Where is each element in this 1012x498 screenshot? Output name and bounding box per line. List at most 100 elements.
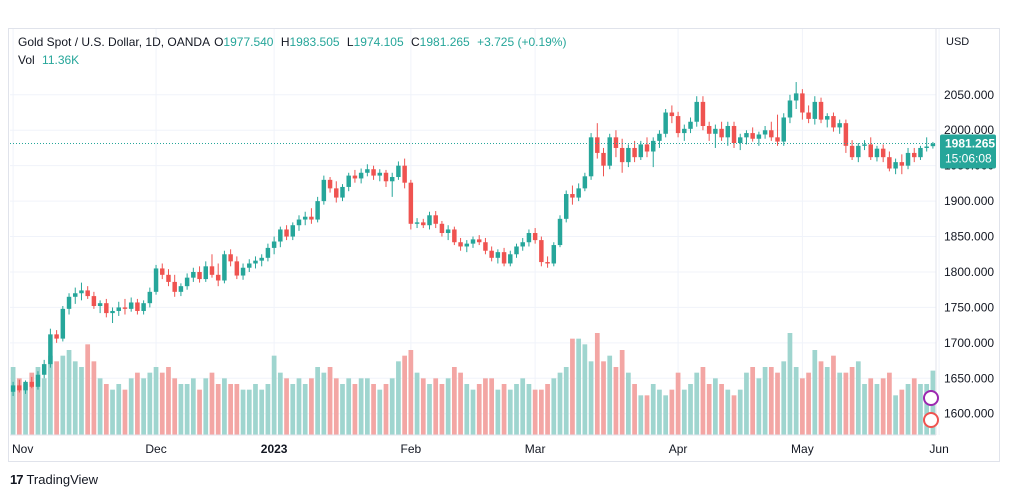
volume-bar (638, 395, 644, 435)
candle-body (787, 100, 793, 118)
candle-body (464, 243, 470, 247)
candle-body (452, 229, 457, 243)
volume-bar (731, 395, 737, 435)
candle-body (849, 145, 855, 158)
candle-body (265, 247, 271, 258)
candle-body (874, 148, 880, 158)
candle-body (769, 130, 774, 138)
candle-body (203, 266, 209, 280)
chart-svg[interactable]: USD 1600.000 1650.000 1700.000 1750.000 1800.… (0, 0, 1012, 466)
candle-body (551, 245, 557, 264)
volume-bar (899, 389, 905, 435)
volume-bar (141, 378, 146, 435)
volume-bar (340, 384, 345, 435)
volume-bar (309, 378, 314, 435)
candle-body (222, 254, 227, 281)
volume-bar (837, 372, 843, 435)
candle-body (688, 121, 693, 129)
volume-bar (23, 384, 28, 435)
volume-bar (128, 378, 134, 435)
volume-bar (800, 378, 805, 435)
volume-bar (290, 384, 296, 435)
time-tick-label: Jun (929, 442, 948, 456)
volume-bar (588, 361, 594, 435)
low-value: 1974.105 (353, 35, 404, 49)
candle-body (539, 240, 544, 263)
volume-bar (545, 384, 550, 435)
volume-bar (383, 384, 389, 435)
candle-body (644, 144, 650, 152)
candle-body (309, 216, 314, 220)
price-tick-label: 1650.000 (944, 371, 994, 385)
volume-bar (787, 333, 793, 435)
candle-body (781, 117, 786, 142)
candle-body (508, 254, 513, 264)
candle-body (495, 252, 501, 258)
candle-body (812, 101, 818, 119)
candle-body (402, 165, 407, 183)
volume-bar (849, 367, 855, 435)
tradingview-footer[interactable]: 17 TradingView (10, 472, 98, 487)
candle-body (557, 218, 563, 246)
candle-body (905, 152, 911, 166)
volume-bar (389, 378, 395, 435)
volume-bar (228, 384, 233, 435)
volume-bar (526, 384, 532, 435)
volume-bar (346, 378, 352, 435)
candle-body (122, 307, 128, 309)
candle-body (700, 101, 706, 126)
volume-bar (924, 384, 930, 435)
volume-bar (215, 384, 221, 435)
volume-bar (427, 384, 432, 435)
volume-bar (277, 372, 283, 435)
candle-body (66, 296, 72, 309)
candle-body (153, 268, 159, 292)
candle-body (595, 137, 600, 153)
volume-bar (66, 350, 72, 435)
candle-body (750, 133, 755, 139)
candle-body (570, 194, 575, 198)
candle-body (663, 112, 668, 134)
candle-body (899, 162, 905, 166)
candle-body (713, 128, 718, 134)
volume-bar (296, 378, 302, 435)
candle-body (607, 137, 612, 166)
time-tick-label: Nov (12, 442, 33, 456)
open-value: 1977.540 (223, 35, 274, 49)
volume-bar (321, 372, 327, 435)
volume-bar (911, 378, 917, 435)
last-price-label: 1981.265 (945, 137, 995, 151)
candle-body (135, 302, 140, 311)
volume-bar (234, 384, 240, 435)
volume-bar (539, 389, 544, 435)
candle-body (445, 229, 451, 234)
volume-bar (507, 389, 513, 435)
candle-body (191, 271, 196, 278)
candle-body (358, 172, 364, 179)
event-marker-icon (923, 390, 939, 406)
time-tick-label: Apr (669, 442, 688, 456)
volume-bar (557, 372, 563, 435)
candle-body (694, 101, 699, 122)
volume-bar (116, 384, 122, 435)
candle-body (60, 308, 66, 339)
candle-body (669, 112, 675, 117)
volume-bar (414, 372, 420, 435)
volume-bar (72, 361, 78, 435)
volume-bar (725, 389, 731, 435)
candle-body (793, 93, 799, 101)
candle-body (414, 222, 420, 224)
candle-body (290, 225, 296, 237)
candle-body (116, 307, 121, 311)
candle-body (247, 263, 252, 268)
volume-bar (694, 372, 700, 435)
candle-body (110, 310, 115, 314)
last-price-badge (940, 134, 996, 169)
volume-bar (688, 384, 693, 435)
candle-body (315, 201, 320, 220)
candle-body (563, 194, 569, 219)
candle-body (719, 128, 724, 138)
volume-bar (918, 384, 923, 435)
candle-body (160, 268, 165, 275)
chart-frame (8, 28, 1000, 462)
